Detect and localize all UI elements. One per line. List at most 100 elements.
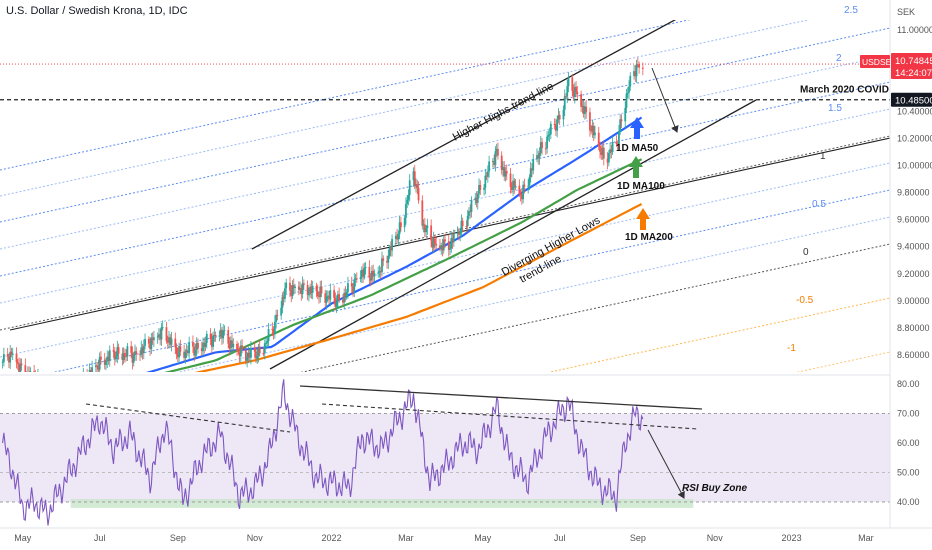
- ma200-line[interactable]: [3, 203, 643, 386]
- candle-body: [158, 334, 160, 337]
- higher-highs-trend-line[interactable]: [251, 2, 708, 250]
- candle-body: [265, 342, 267, 344]
- fib-label-1-5: 1.5: [828, 103, 842, 114]
- candle-body: [8, 356, 10, 363]
- candle-body: [214, 335, 217, 337]
- candle-body: [422, 224, 425, 226]
- candle-body: [98, 356, 101, 370]
- candle-body: [378, 271, 381, 273]
- candle-body: [160, 327, 163, 340]
- candle-body: [297, 286, 300, 290]
- candle-body: [318, 296, 320, 298]
- candle-body: [483, 187, 485, 190]
- rsi-upper-trend-line[interactable]: [299, 385, 703, 410]
- candle-body: [132, 355, 135, 363]
- candle-body: [335, 301, 338, 307]
- candle-body: [523, 184, 526, 187]
- candle-body: [620, 119, 623, 122]
- rsi-buy-zone-label: RSI Buy Zone: [682, 483, 747, 494]
- candle-body: [434, 238, 436, 244]
- candle-body: [246, 357, 249, 361]
- ma50-up-arrow-icon: [630, 117, 644, 139]
- candle-body: [485, 175, 488, 177]
- candle-body: [195, 342, 198, 350]
- candle-body: [432, 238, 435, 248]
- candle-body: [417, 188, 420, 201]
- candle-body: [611, 142, 614, 152]
- candle-body: [537, 155, 540, 159]
- covid-high-label: March 2020 COVID High: [800, 85, 914, 96]
- candle-body: [344, 292, 347, 297]
- time-axis[interactable]: May Jul Sep Nov 2022 Mar May Jul Sep Nov 2023 Mar: [14, 533, 873, 543]
- candle-body: [504, 171, 507, 177]
- candle-body: [258, 346, 261, 354]
- rsi-dashed-trend-line-left[interactable]: [85, 403, 291, 433]
- candle-body: [359, 277, 362, 279]
- rsi-axis[interactable]: 80.00 70.00 60.00 50.00 40.00: [897, 379, 920, 507]
- diverging-higher-lows-trend-line[interactable]: [269, 99, 757, 370]
- candle-body: [520, 194, 523, 200]
- candle-body: [425, 228, 427, 233]
- candle-body: [532, 159, 535, 171]
- candle-body: [103, 359, 106, 365]
- candle-body: [116, 347, 119, 357]
- candle-body: [470, 199, 473, 212]
- candle-body: [616, 143, 619, 145]
- price-tick-label: 10.00000: [897, 160, 932, 170]
- candle-body: [456, 232, 459, 234]
- candle-body: [29, 371, 32, 372]
- candle-body: [125, 355, 128, 357]
- candle-body: [610, 149, 613, 152]
- candle-body: [301, 283, 304, 294]
- candle-body: [237, 349, 240, 352]
- candle-body: [319, 286, 322, 298]
- candle-body: [213, 335, 216, 337]
- candle-body: [607, 153, 610, 163]
- ma200-label: 1D MA200: [625, 232, 673, 243]
- candle-body: [91, 367, 94, 372]
- candle-body: [257, 346, 260, 356]
- channel-lower-outer-line[interactable]: [9, 137, 890, 331]
- rsi-line[interactable]: [2, 379, 644, 526]
- candle-body: [355, 278, 358, 280]
- candle-body: [405, 203, 407, 218]
- candle-body: [3, 354, 5, 362]
- candle-body: [185, 350, 188, 352]
- candle-body: [202, 342, 204, 352]
- candle-body: [241, 345, 243, 351]
- candle-body: [625, 93, 628, 108]
- candle-body: [493, 161, 496, 165]
- candle-body: [345, 292, 348, 297]
- candle-body: [426, 225, 429, 229]
- candle-body: [382, 258, 385, 261]
- candle-body: [19, 363, 22, 372]
- ma100-line[interactable]: [3, 158, 643, 387]
- candle-body: [373, 272, 376, 277]
- candle-body: [576, 92, 579, 95]
- candle-body: [333, 290, 335, 298]
- ma50-line[interactable]: [3, 116, 643, 385]
- candle-body: [88, 370, 91, 372]
- candle-body: [284, 288, 286, 299]
- currency-label: SEK: [897, 7, 915, 17]
- candle-body: [347, 283, 349, 293]
- time-tick-label: May: [474, 533, 492, 543]
- candle-body: [165, 327, 168, 341]
- candle-body: [512, 180, 514, 190]
- time-tick-label: Mar: [398, 533, 414, 543]
- candle-body: [549, 123, 552, 135]
- candle-body: [475, 197, 478, 203]
- candle-body: [290, 290, 293, 297]
- candle-body: [159, 334, 162, 340]
- candle-body: [412, 171, 415, 181]
- candle-body: [399, 222, 402, 228]
- candle-body: [285, 282, 288, 289]
- candle-body: [115, 356, 117, 360]
- candle-body: [97, 366, 100, 370]
- candle-body: [634, 71, 637, 77]
- price-axis[interactable]: 11.0000010.8000010.4000010.2000010.00000…: [897, 25, 932, 360]
- candle-body: [315, 285, 318, 292]
- candle-body: [619, 119, 622, 132]
- candle-body: [342, 300, 344, 303]
